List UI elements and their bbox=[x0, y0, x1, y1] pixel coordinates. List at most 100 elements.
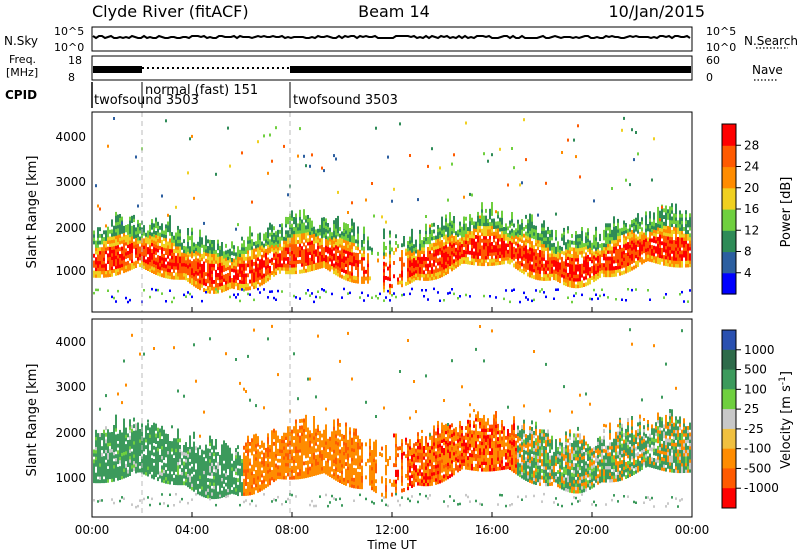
heatmap-cell bbox=[509, 237, 511, 242]
heatmap-cell bbox=[125, 225, 127, 229]
heatmap-cell bbox=[211, 462, 213, 467]
heatmap-cell bbox=[631, 220, 633, 224]
heatmap-cell bbox=[161, 249, 163, 254]
heatmap-cell bbox=[171, 275, 173, 280]
heatmap-cell bbox=[211, 482, 213, 486]
heatmap-cell bbox=[565, 282, 567, 287]
heatmap-cell bbox=[149, 440, 151, 445]
heatmap-cell bbox=[449, 245, 451, 250]
heatmap-cell bbox=[411, 245, 413, 250]
heatmap-cell bbox=[519, 254, 521, 259]
heatmap-cell bbox=[383, 281, 385, 286]
heatmap-cell bbox=[281, 233, 283, 238]
heatmap-cell bbox=[687, 243, 689, 248]
heatmap-cell bbox=[295, 296, 297, 299]
heatmap-cell bbox=[537, 252, 539, 257]
heatmap-cell bbox=[321, 261, 323, 265]
heatmap-cell bbox=[149, 503, 151, 507]
heatmap-cell bbox=[295, 233, 297, 238]
heatmap-cell bbox=[337, 232, 339, 237]
heatmap-cell bbox=[357, 263, 359, 267]
heatmap-cell bbox=[279, 269, 281, 274]
heatmap-cell bbox=[103, 462, 105, 467]
heatmap-cell bbox=[389, 240, 391, 245]
heatmap-cell bbox=[649, 217, 651, 222]
heatmap-cell bbox=[161, 442, 163, 447]
heatmap-cell bbox=[133, 453, 135, 458]
heatmap-cell bbox=[169, 289, 171, 292]
heatmap-cell bbox=[115, 454, 117, 459]
heatmap-cell bbox=[201, 283, 203, 288]
heatmap-cell bbox=[585, 282, 587, 287]
heatmap-cell bbox=[383, 231, 385, 236]
heatmap-cell bbox=[173, 269, 175, 273]
heatmap-cell bbox=[119, 230, 121, 235]
heatmap-cell bbox=[183, 464, 185, 469]
heatmap-cell bbox=[153, 270, 155, 274]
heatmap-cell bbox=[191, 469, 193, 474]
heatmap-cell bbox=[559, 279, 561, 284]
heatmap-cell bbox=[161, 223, 163, 228]
heatmap-cell bbox=[389, 257, 391, 262]
heatmap-cell bbox=[497, 248, 499, 252]
heatmap-cell bbox=[203, 410, 205, 414]
heatmap-cell bbox=[299, 223, 301, 227]
heatmap-cell bbox=[399, 257, 401, 262]
heatmap-cell bbox=[517, 219, 519, 224]
heatmap-cell bbox=[601, 243, 603, 247]
heatmap-cell bbox=[589, 267, 591, 272]
heatmap-cell bbox=[199, 249, 201, 254]
heatmap-cell bbox=[613, 246, 615, 251]
heatmap-cell bbox=[671, 216, 673, 221]
heatmap-cell bbox=[445, 217, 447, 222]
heatmap-cell bbox=[467, 233, 469, 238]
heatmap-cell bbox=[123, 458, 125, 462]
heatmap-cell bbox=[431, 229, 433, 234]
heatmap-cell bbox=[421, 260, 423, 264]
noise-right-top-tick: 10^5 bbox=[706, 25, 736, 38]
heatmap-cell bbox=[301, 219, 303, 224]
heatmap-cell bbox=[433, 269, 435, 274]
heatmap-cell bbox=[133, 430, 135, 435]
heatmap-cell bbox=[183, 468, 185, 472]
heatmap-cell bbox=[191, 247, 193, 252]
heatmap-cell bbox=[585, 269, 587, 273]
heatmap-cell bbox=[569, 280, 571, 285]
heatmap-cell bbox=[565, 258, 567, 263]
heatmap-cell bbox=[293, 220, 295, 225]
heatmap-cell bbox=[493, 238, 495, 243]
heatmap-cell bbox=[613, 269, 615, 274]
heatmap-cell bbox=[349, 291, 351, 295]
heatmap-cell bbox=[429, 236, 431, 241]
heatmap-cell bbox=[281, 290, 283, 293]
heatmap-cell bbox=[253, 271, 255, 276]
heatmap-cell bbox=[133, 228, 135, 233]
heatmap-cell bbox=[133, 241, 135, 246]
heatmap-cell bbox=[607, 243, 609, 248]
heatmap-cell bbox=[275, 237, 277, 242]
heatmap-cell bbox=[681, 217, 683, 221]
heatmap-cell bbox=[303, 235, 305, 240]
heatmap-cell bbox=[679, 213, 681, 218]
heatmap-cell bbox=[117, 456, 119, 461]
heatmap-cell bbox=[667, 259, 669, 264]
heatmap-cell bbox=[177, 232, 179, 237]
heatmap-cell bbox=[143, 352, 145, 356]
heatmap-cell bbox=[149, 231, 151, 236]
heatmap-cell bbox=[113, 501, 115, 505]
heatmap-cell bbox=[189, 471, 191, 476]
heatmap-cell bbox=[603, 243, 605, 248]
heatmap-cell bbox=[491, 225, 493, 230]
heatmap-cell bbox=[555, 270, 557, 274]
heatmap-cell bbox=[177, 235, 179, 240]
heatmap-cell bbox=[193, 269, 195, 274]
heatmap-cell bbox=[461, 233, 463, 238]
heatmap-cell bbox=[175, 262, 177, 267]
heatmap-cell bbox=[657, 240, 659, 245]
heatmap-cell bbox=[127, 240, 129, 245]
noise-panel bbox=[91, 26, 693, 52]
heatmap-cell bbox=[573, 294, 575, 298]
heatmap-cell bbox=[299, 127, 301, 131]
heatmap-cell bbox=[141, 250, 143, 255]
heatmap-cell bbox=[291, 270, 293, 275]
